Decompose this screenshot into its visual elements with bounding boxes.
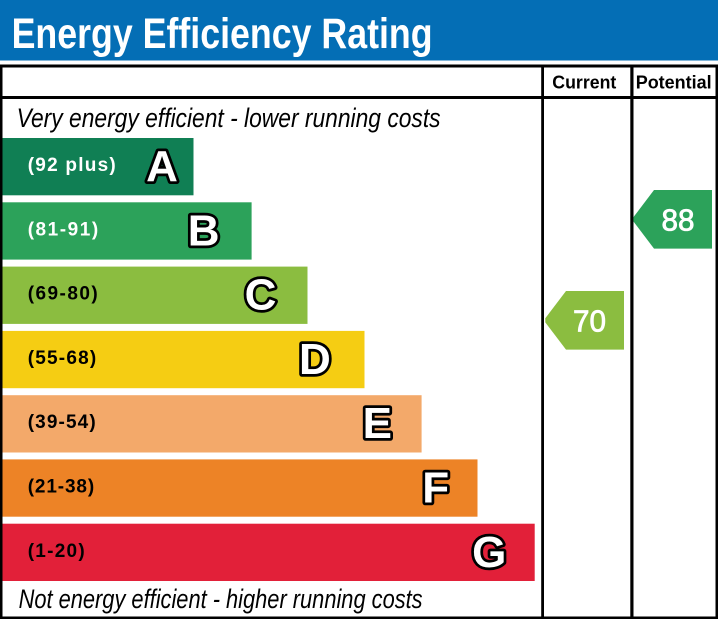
- svg-text:D: D: [299, 335, 331, 384]
- svg-text:Current: Current: [552, 72, 616, 93]
- svg-text:88: 88: [662, 203, 695, 238]
- svg-text:E: E: [363, 399, 392, 448]
- svg-text:(92 plus): (92 plus): [28, 155, 116, 176]
- svg-text:(21-38): (21-38): [28, 477, 95, 498]
- svg-text:Potential: Potential: [636, 72, 712, 93]
- svg-text:70: 70: [573, 304, 606, 339]
- svg-text:Very energy efficient - lower: Very energy efficient - lower running co…: [17, 103, 441, 133]
- svg-text:Not energy efficient - higher: Not energy efficient - higher running co…: [19, 584, 423, 614]
- svg-text:B: B: [188, 206, 220, 255]
- svg-text:(69-80): (69-80): [28, 284, 98, 305]
- svg-text:F: F: [422, 464, 449, 513]
- svg-text:(81-91): (81-91): [28, 219, 99, 240]
- svg-text:C: C: [245, 271, 277, 320]
- svg-text:G: G: [472, 528, 506, 577]
- svg-text:Energy Efficiency Rating: Energy Efficiency Rating: [12, 10, 433, 58]
- svg-text:(39-54): (39-54): [28, 412, 96, 433]
- svg-text:(1-20): (1-20): [28, 541, 85, 562]
- svg-text:(55-68): (55-68): [28, 348, 97, 369]
- svg-text:A: A: [146, 142, 178, 191]
